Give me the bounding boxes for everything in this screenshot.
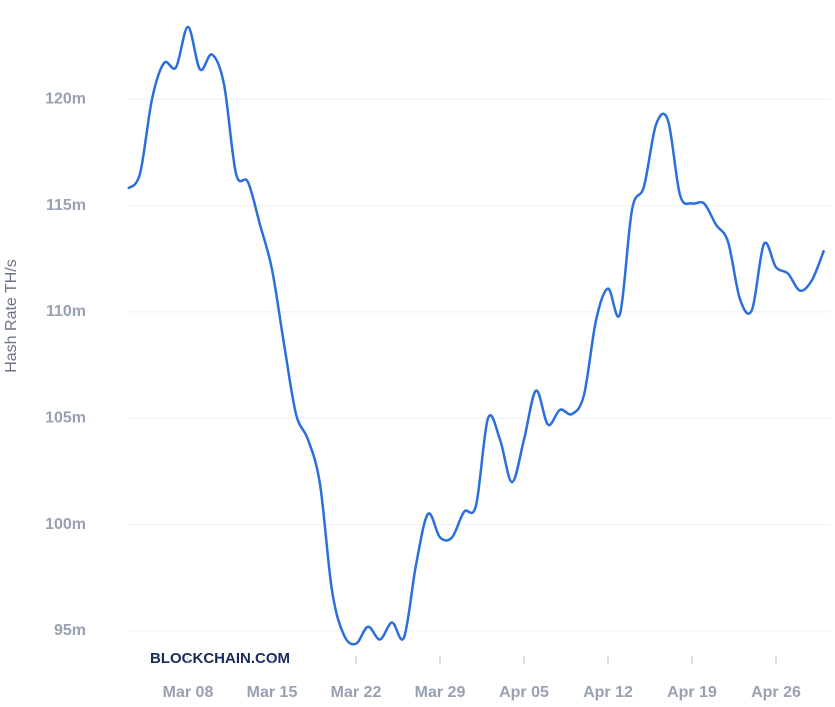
y-tick-label: 120m	[45, 90, 86, 107]
x-tick-label: Mar 15	[247, 684, 298, 701]
grid	[128, 98, 830, 632]
x-tick-label: Apr 05	[499, 684, 549, 701]
x-tick-label: Apr 12	[583, 684, 633, 701]
brand: BLOCKCHAIN.COM	[150, 650, 290, 667]
y-tick-label: 105m	[45, 409, 86, 426]
y-tick-label: 110m	[46, 303, 86, 320]
y-tick-label: 95m	[54, 622, 86, 639]
x-tick-label: Mar 29	[415, 684, 466, 701]
x-tick-label: Apr 19	[667, 684, 717, 701]
data-line	[127, 25, 826, 646]
x-tick-label: Mar 22	[331, 684, 382, 701]
y-tick-label: 115m	[46, 197, 86, 214]
x-tick-label: Mar 08	[163, 684, 214, 701]
x-tick-label: Apr 26	[751, 684, 801, 701]
y-tick-label: 100m	[45, 516, 86, 533]
y-axis-label: Hash Rate TH/s	[3, 259, 20, 373]
